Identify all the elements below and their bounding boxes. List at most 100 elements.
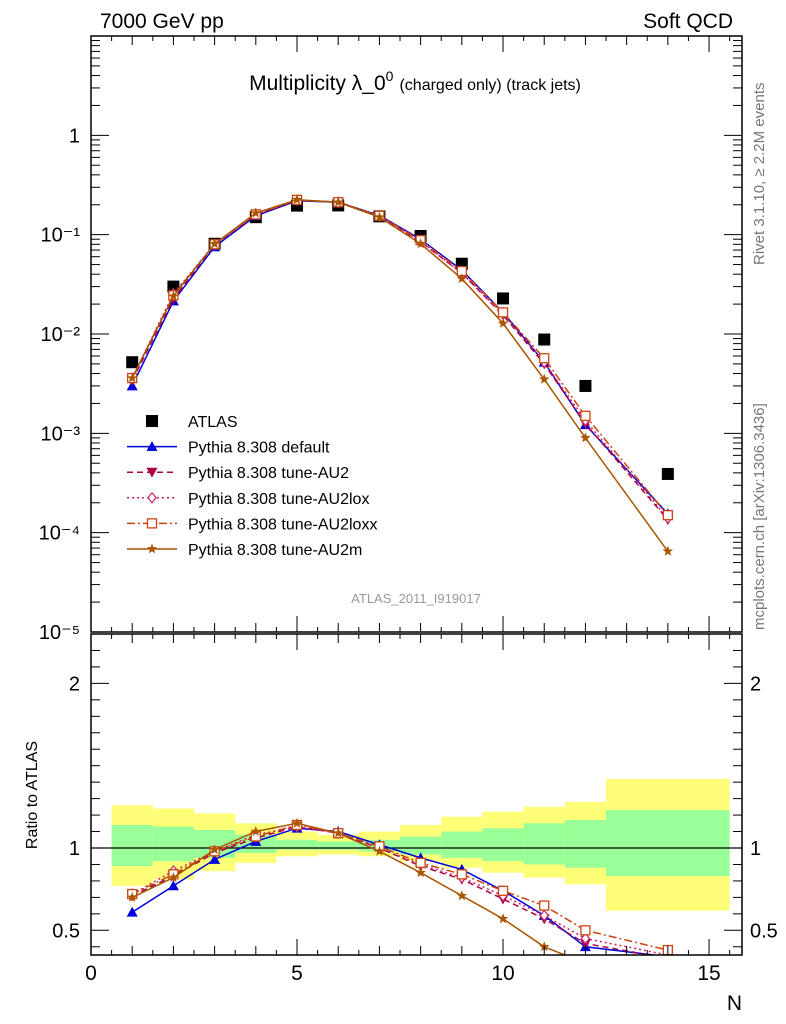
ratio-point	[415, 857, 426, 868]
y-tick-label: 10⁻⁵	[39, 622, 80, 644]
legend-marker	[146, 415, 158, 427]
ratio-point	[209, 844, 220, 855]
data-point	[580, 432, 591, 443]
x-tick-labels: 0 5 10 15	[85, 962, 721, 985]
stat-band	[276, 839, 318, 850]
legend-item: ATLAS	[146, 414, 238, 431]
mcplots-label: mcplots.cern.ch [arXiv:1306.3436]	[751, 403, 768, 630]
series-atlas	[126, 199, 674, 480]
data-point	[497, 317, 509, 328]
legend-marker	[146, 518, 158, 529]
data-point	[497, 292, 510, 305]
stat-band	[523, 823, 565, 865]
legend-item: Pythia 8.308 tune-AU2lox	[127, 491, 369, 508]
data-point	[167, 280, 180, 293]
ratio-point	[250, 826, 261, 836]
stat-band	[317, 841, 359, 850]
data-point	[456, 273, 468, 284]
data-point	[250, 207, 261, 218]
legend: ATLAS Pythia 8.308 default Pythia 8.308 tu…	[127, 414, 377, 559]
ratio-point	[456, 890, 468, 901]
x-tick-label: 15	[697, 962, 720, 985]
ratio-plot-y-tick-labels: 0.5 0.5 1 1 2 2	[52, 673, 778, 942]
ratio-point	[539, 909, 549, 922]
data-point	[580, 410, 591, 421]
data-point	[579, 379, 592, 392]
legend-marker	[147, 491, 157, 504]
legend-marker	[146, 441, 158, 451]
stat-band	[564, 820, 607, 868]
ratio-point	[580, 925, 591, 936]
data-point	[168, 290, 179, 301]
ratio-y-tick-label-right: 0.5	[750, 920, 778, 942]
legend-label: ATLAS	[188, 414, 238, 431]
ratio-plot-ticks	[90, 634, 742, 955]
y-tick-label: 10⁻³	[41, 423, 81, 445]
data-point	[662, 545, 674, 556]
data-point	[538, 333, 551, 346]
stat-band	[482, 828, 524, 862]
ratio-y-tick-label: 1	[69, 838, 80, 860]
plot-title-sup: 0	[386, 68, 394, 84]
ratio-plot-panel: 0.5 0.5 1 1 2 2 0 5 10 15 Ratio to ATLAS N	[24, 633, 778, 1015]
main-plot-series	[126, 194, 674, 556]
legend-label: Pythia 8.308 tune-AU2lox	[188, 491, 369, 508]
ratio-point	[497, 885, 509, 896]
energy-label: 7000 GeV pp	[100, 10, 224, 33]
ratio-point	[415, 867, 426, 878]
category-label: Soft QCD	[643, 10, 733, 33]
legend-marker	[146, 543, 158, 554]
x-tick-label: 5	[291, 962, 303, 985]
rivet-version-label: Rivet 3.1.10, ≥ 2.2M events	[751, 83, 768, 266]
ratio-point	[126, 906, 138, 917]
y-tick-label: 10⁻²	[41, 324, 81, 346]
plot-title-small: (charged only) (track jets)	[399, 77, 580, 94]
plot-title: Multiplicity λ_00 (charged only) (track j…	[249, 68, 581, 95]
stat-band	[111, 824, 153, 867]
legend-item: Pythia 8.308 tune-AU2	[127, 465, 349, 482]
x-tick-label: 0	[85, 962, 97, 985]
data-point	[333, 196, 344, 207]
stat-band	[441, 831, 483, 858]
legend-label: Pythia 8.308 tune-AU2loxx	[188, 516, 377, 533]
ratio-point	[663, 979, 674, 989]
ratio-point	[374, 845, 385, 856]
ratio-point	[580, 958, 591, 968]
ratio-y-tick-label: 0.5	[52, 920, 80, 942]
legend-label: Pythia 8.308 tune-AU2m	[188, 542, 362, 559]
main-plot-y-tick-labels: 10⁻⁵ 10⁻⁴ 10⁻³ 10⁻² 10⁻¹ 1	[39, 125, 81, 644]
data-point	[497, 307, 509, 318]
ratio-point	[456, 869, 467, 880]
data-point	[126, 356, 139, 369]
data-point	[291, 194, 303, 205]
data-point	[415, 238, 426, 249]
ratio-point	[168, 872, 179, 883]
ratio-y-tick-label-right: 1	[750, 838, 761, 860]
y-tick-label: 10⁻¹	[41, 225, 81, 247]
legend-item: Pythia 8.308 tune-AU2m	[127, 542, 362, 559]
ratio-plot-frame	[90, 633, 743, 956]
ratio-point	[539, 900, 550, 911]
legend-label: Pythia 8.308 default	[188, 440, 330, 457]
ratio-y-axis-label: Ratio to ATLAS	[24, 741, 41, 849]
main-plot-panel: 10⁻⁵ 10⁻⁴ 10⁻³ 10⁻² 10⁻¹ 1 ATLAS_2011_I919017…	[39, 35, 743, 644]
legend-marker	[146, 467, 158, 478]
data-point	[209, 238, 220, 249]
main-plot-ticks	[90, 36, 742, 633]
ratio-y-tick-label: 2	[69, 673, 80, 695]
data-point	[127, 372, 138, 383]
analysis-label: ATLAS_2011_I919017	[351, 591, 481, 606]
ratio-point	[333, 827, 344, 838]
ratio-plot-series	[126, 817, 674, 989]
y-tick-label: 1	[69, 125, 80, 147]
ratio-point	[209, 854, 221, 864]
x-tick-label: 10	[491, 962, 514, 985]
legend-item: Pythia 8.308 tune-AU2loxx	[127, 516, 377, 533]
legend-item: Pythia 8.308 default	[127, 440, 330, 457]
stat-band	[152, 826, 195, 862]
data-point	[661, 467, 674, 480]
series-pythia-8-308-tune-au2m	[127, 194, 674, 556]
stat-band	[606, 810, 730, 876]
ratio-point	[127, 891, 138, 902]
